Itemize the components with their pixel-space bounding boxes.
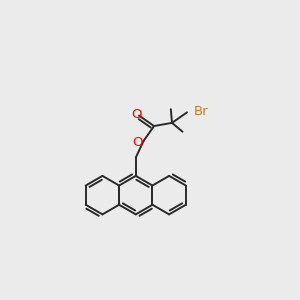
Text: O: O: [132, 136, 142, 149]
Text: O: O: [132, 108, 142, 121]
Text: Br: Br: [194, 105, 208, 118]
